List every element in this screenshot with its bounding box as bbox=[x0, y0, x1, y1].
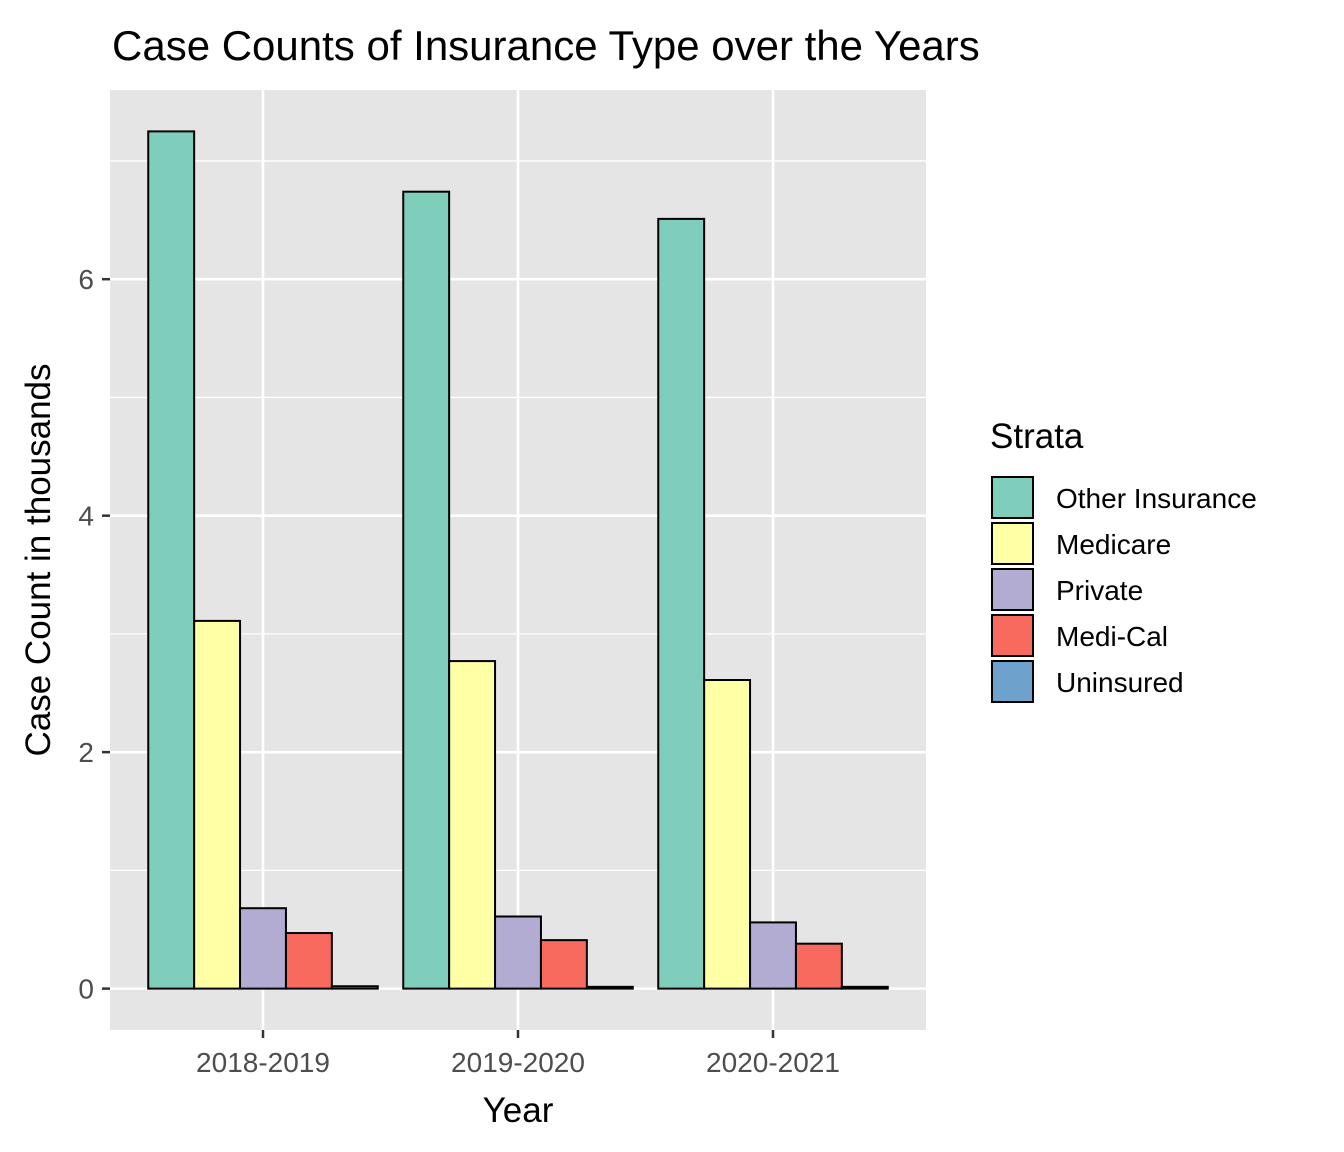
legend-label: Private bbox=[1056, 575, 1143, 606]
legend-label: Medi-Cal bbox=[1056, 621, 1168, 652]
axes: 0 2 4 6 2018-2019 2019-2020 2020-2021 bbox=[78, 264, 840, 1078]
chart-title: Case Counts of Insurance Type over the Y… bbox=[112, 22, 980, 69]
bar-private-2018-2019 bbox=[239, 907, 287, 990]
legend-label: Other Insurance bbox=[1056, 483, 1257, 514]
bar-uninsured-2020-2021 bbox=[840, 985, 889, 990]
legend-label: Uninsured bbox=[1056, 667, 1184, 698]
grid-lines bbox=[110, 90, 926, 1030]
legend-label: Medicare bbox=[1056, 529, 1171, 560]
y-tick-label: 6 bbox=[78, 264, 94, 295]
bar-medi-cal-2018-2019 bbox=[284, 932, 333, 990]
legend-key-private bbox=[991, 568, 1034, 611]
y-tick-label: 2 bbox=[78, 737, 94, 768]
bar-uninsured-2018-2019 bbox=[330, 985, 379, 990]
bar-medi-cal-2020-2021 bbox=[794, 942, 843, 990]
legend-title: Strata bbox=[990, 417, 1084, 456]
bar-other-insurance-2019-2020 bbox=[402, 190, 451, 990]
bar-uninsured-2019-2020 bbox=[585, 985, 634, 990]
bars bbox=[147, 130, 889, 990]
bar-private-2019-2020 bbox=[494, 915, 542, 990]
legend-key-uninsured bbox=[991, 660, 1034, 703]
bar-medicare-2020-2021 bbox=[703, 679, 752, 990]
legend-key-medi-cal bbox=[991, 614, 1034, 657]
legend-key-medicare bbox=[991, 522, 1034, 565]
y-tick-label: 0 bbox=[78, 974, 94, 1005]
bar-private-2020-2021 bbox=[749, 921, 797, 990]
bar-other-insurance-2018-2019 bbox=[147, 130, 196, 990]
x-tick-label: 2020-2021 bbox=[706, 1047, 840, 1078]
bar-medicare-2019-2020 bbox=[448, 660, 497, 990]
x-tick-label: 2019-2020 bbox=[451, 1047, 585, 1078]
x-tick-label: 2018-2019 bbox=[196, 1047, 330, 1078]
bar-other-insurance-2020-2021 bbox=[657, 217, 706, 990]
y-axis-title: Case Count in thousands bbox=[19, 363, 58, 756]
x-axis-title: Year bbox=[483, 1091, 554, 1130]
y-tick-label: 4 bbox=[78, 501, 94, 532]
legend: Strata Other Insurance Medicare Private Med… bbox=[990, 417, 1257, 703]
bar-medicare-2018-2019 bbox=[193, 619, 242, 990]
bar-medi-cal-2019-2020 bbox=[539, 939, 588, 990]
legend-key-other-insurance bbox=[991, 476, 1034, 519]
